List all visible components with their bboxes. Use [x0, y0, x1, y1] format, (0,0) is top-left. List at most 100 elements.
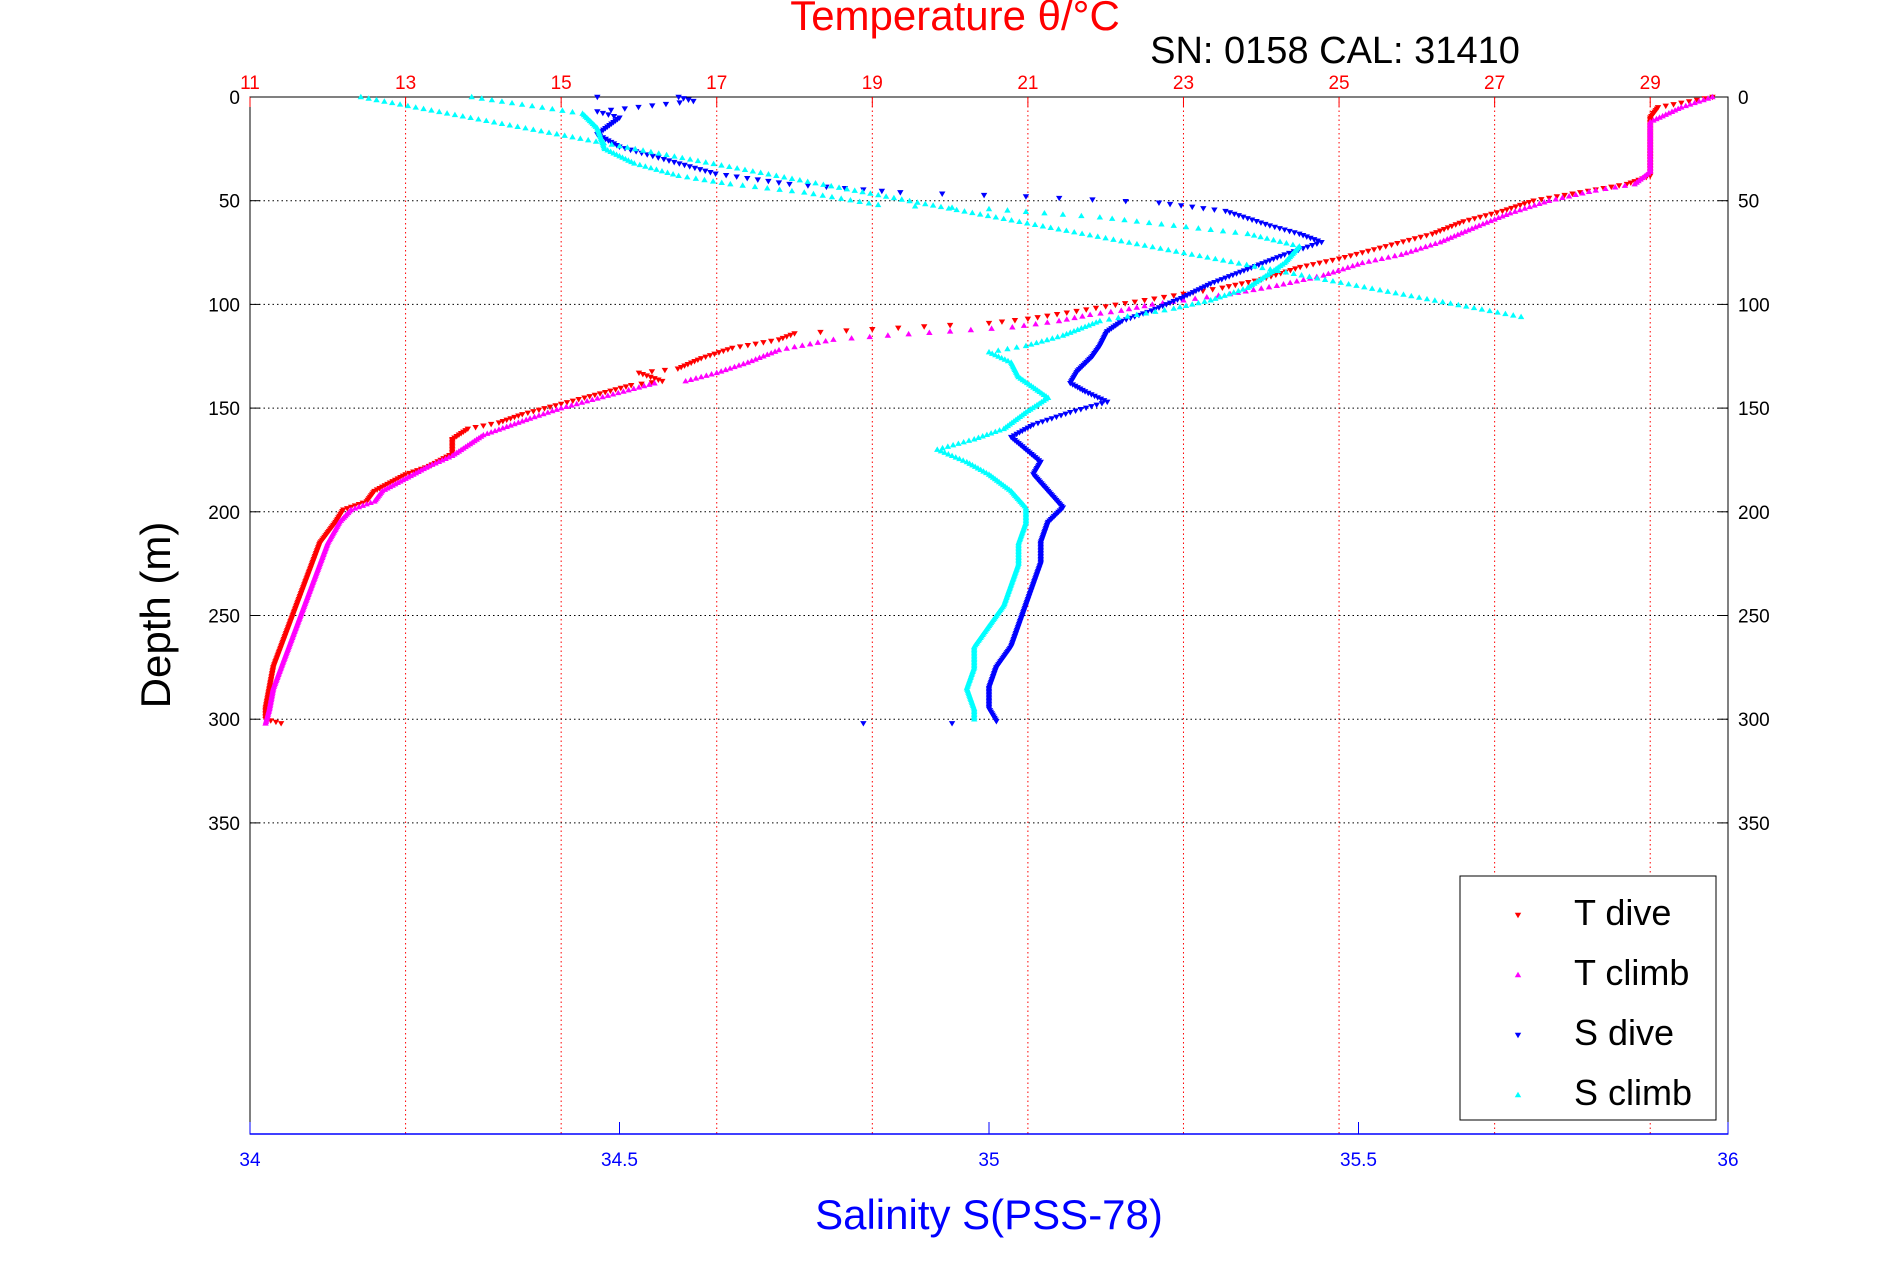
data-point [495, 426, 503, 432]
data-point [1475, 222, 1483, 228]
data-point [1141, 302, 1148, 309]
data-point [856, 198, 863, 204]
data-point [544, 409, 552, 415]
depth-tick-label-right: 350 [1738, 814, 1770, 835]
data-point [905, 330, 912, 337]
data-point [508, 99, 516, 106]
legend-box [1459, 875, 1717, 1121]
data-point [692, 175, 700, 181]
data-point [423, 464, 430, 470]
data-point [1491, 216, 1498, 222]
data-point [1124, 313, 1131, 319]
data-point [1309, 262, 1317, 268]
data-point [609, 391, 617, 397]
data-point [1079, 387, 1086, 394]
data-point [522, 124, 529, 131]
data-point [594, 395, 601, 401]
data-point [553, 406, 560, 412]
data-point [1133, 311, 1140, 318]
data-point [1004, 357, 1012, 364]
data-point [1307, 235, 1314, 242]
data-point [694, 157, 702, 164]
data-point [1165, 246, 1172, 253]
data-point [773, 172, 780, 178]
data-point [1221, 292, 1228, 298]
data-point [659, 378, 666, 385]
data-point [926, 329, 933, 335]
data-point [1207, 226, 1214, 232]
data-point [665, 158, 673, 164]
data-point [1339, 265, 1347, 272]
data-point [966, 460, 973, 466]
data-point [1559, 194, 1566, 200]
temperature-tick-label: 11 [240, 73, 260, 94]
data-point [945, 451, 952, 457]
data-point [630, 385, 637, 391]
data-point [1627, 180, 1634, 186]
data-point [605, 112, 612, 118]
data-point [897, 190, 904, 196]
data-point [987, 430, 995, 436]
data-point [1063, 310, 1070, 316]
data-point [1486, 307, 1493, 314]
temperature-tick-label: 15 [551, 73, 572, 94]
data-point [546, 404, 554, 411]
data-point [1503, 207, 1511, 213]
data-series [262, 93, 1716, 727]
data-point [1422, 243, 1429, 250]
data-point [1460, 219, 1467, 225]
data-point [975, 434, 982, 440]
data-point [1388, 242, 1395, 248]
data-point [1361, 283, 1368, 290]
data-point [1283, 240, 1290, 246]
data-point [867, 190, 874, 196]
data-point [1329, 277, 1337, 284]
data-point [783, 345, 790, 351]
data-point [1488, 211, 1495, 218]
data-point [744, 359, 752, 365]
data-point [1204, 254, 1211, 260]
data-point [692, 375, 700, 381]
temperature-tick-label: 13 [395, 73, 416, 94]
data-point [1665, 109, 1673, 116]
data-point [1089, 320, 1096, 327]
data-point [1041, 209, 1048, 216]
data-point [386, 480, 394, 486]
data-point [786, 181, 793, 188]
data-point [1391, 252, 1399, 259]
data-point [569, 108, 576, 115]
data-point [1071, 228, 1078, 235]
data-point [1292, 266, 1299, 272]
data-point [1142, 310, 1150, 316]
depth-tick-label-left: 300 [208, 710, 240, 731]
data-point [625, 386, 632, 393]
data-point [1048, 416, 1056, 422]
data-point [878, 188, 886, 195]
data-point [575, 397, 582, 403]
data-point [381, 486, 389, 492]
data-point [1671, 107, 1679, 113]
data-point [1313, 241, 1321, 247]
data-point [1494, 309, 1501, 315]
data-point [1225, 274, 1233, 280]
data-point [859, 188, 866, 195]
data-point [720, 348, 727, 355]
data-point [647, 148, 655, 155]
data-point [579, 110, 586, 116]
data-point [373, 96, 380, 103]
data-point [775, 346, 783, 353]
data-point [1063, 227, 1070, 233]
data-point [1293, 278, 1301, 284]
data-point [722, 366, 729, 373]
data-point [974, 465, 982, 471]
data-point [1444, 235, 1451, 242]
data-point [710, 160, 717, 167]
data-point [677, 364, 685, 371]
data-point [735, 362, 743, 368]
data-point [1245, 280, 1252, 286]
data-point [1019, 428, 1026, 435]
data-point [1021, 427, 1029, 433]
data-point [389, 99, 396, 106]
data-point [1608, 184, 1615, 191]
data-point [712, 171, 719, 177]
